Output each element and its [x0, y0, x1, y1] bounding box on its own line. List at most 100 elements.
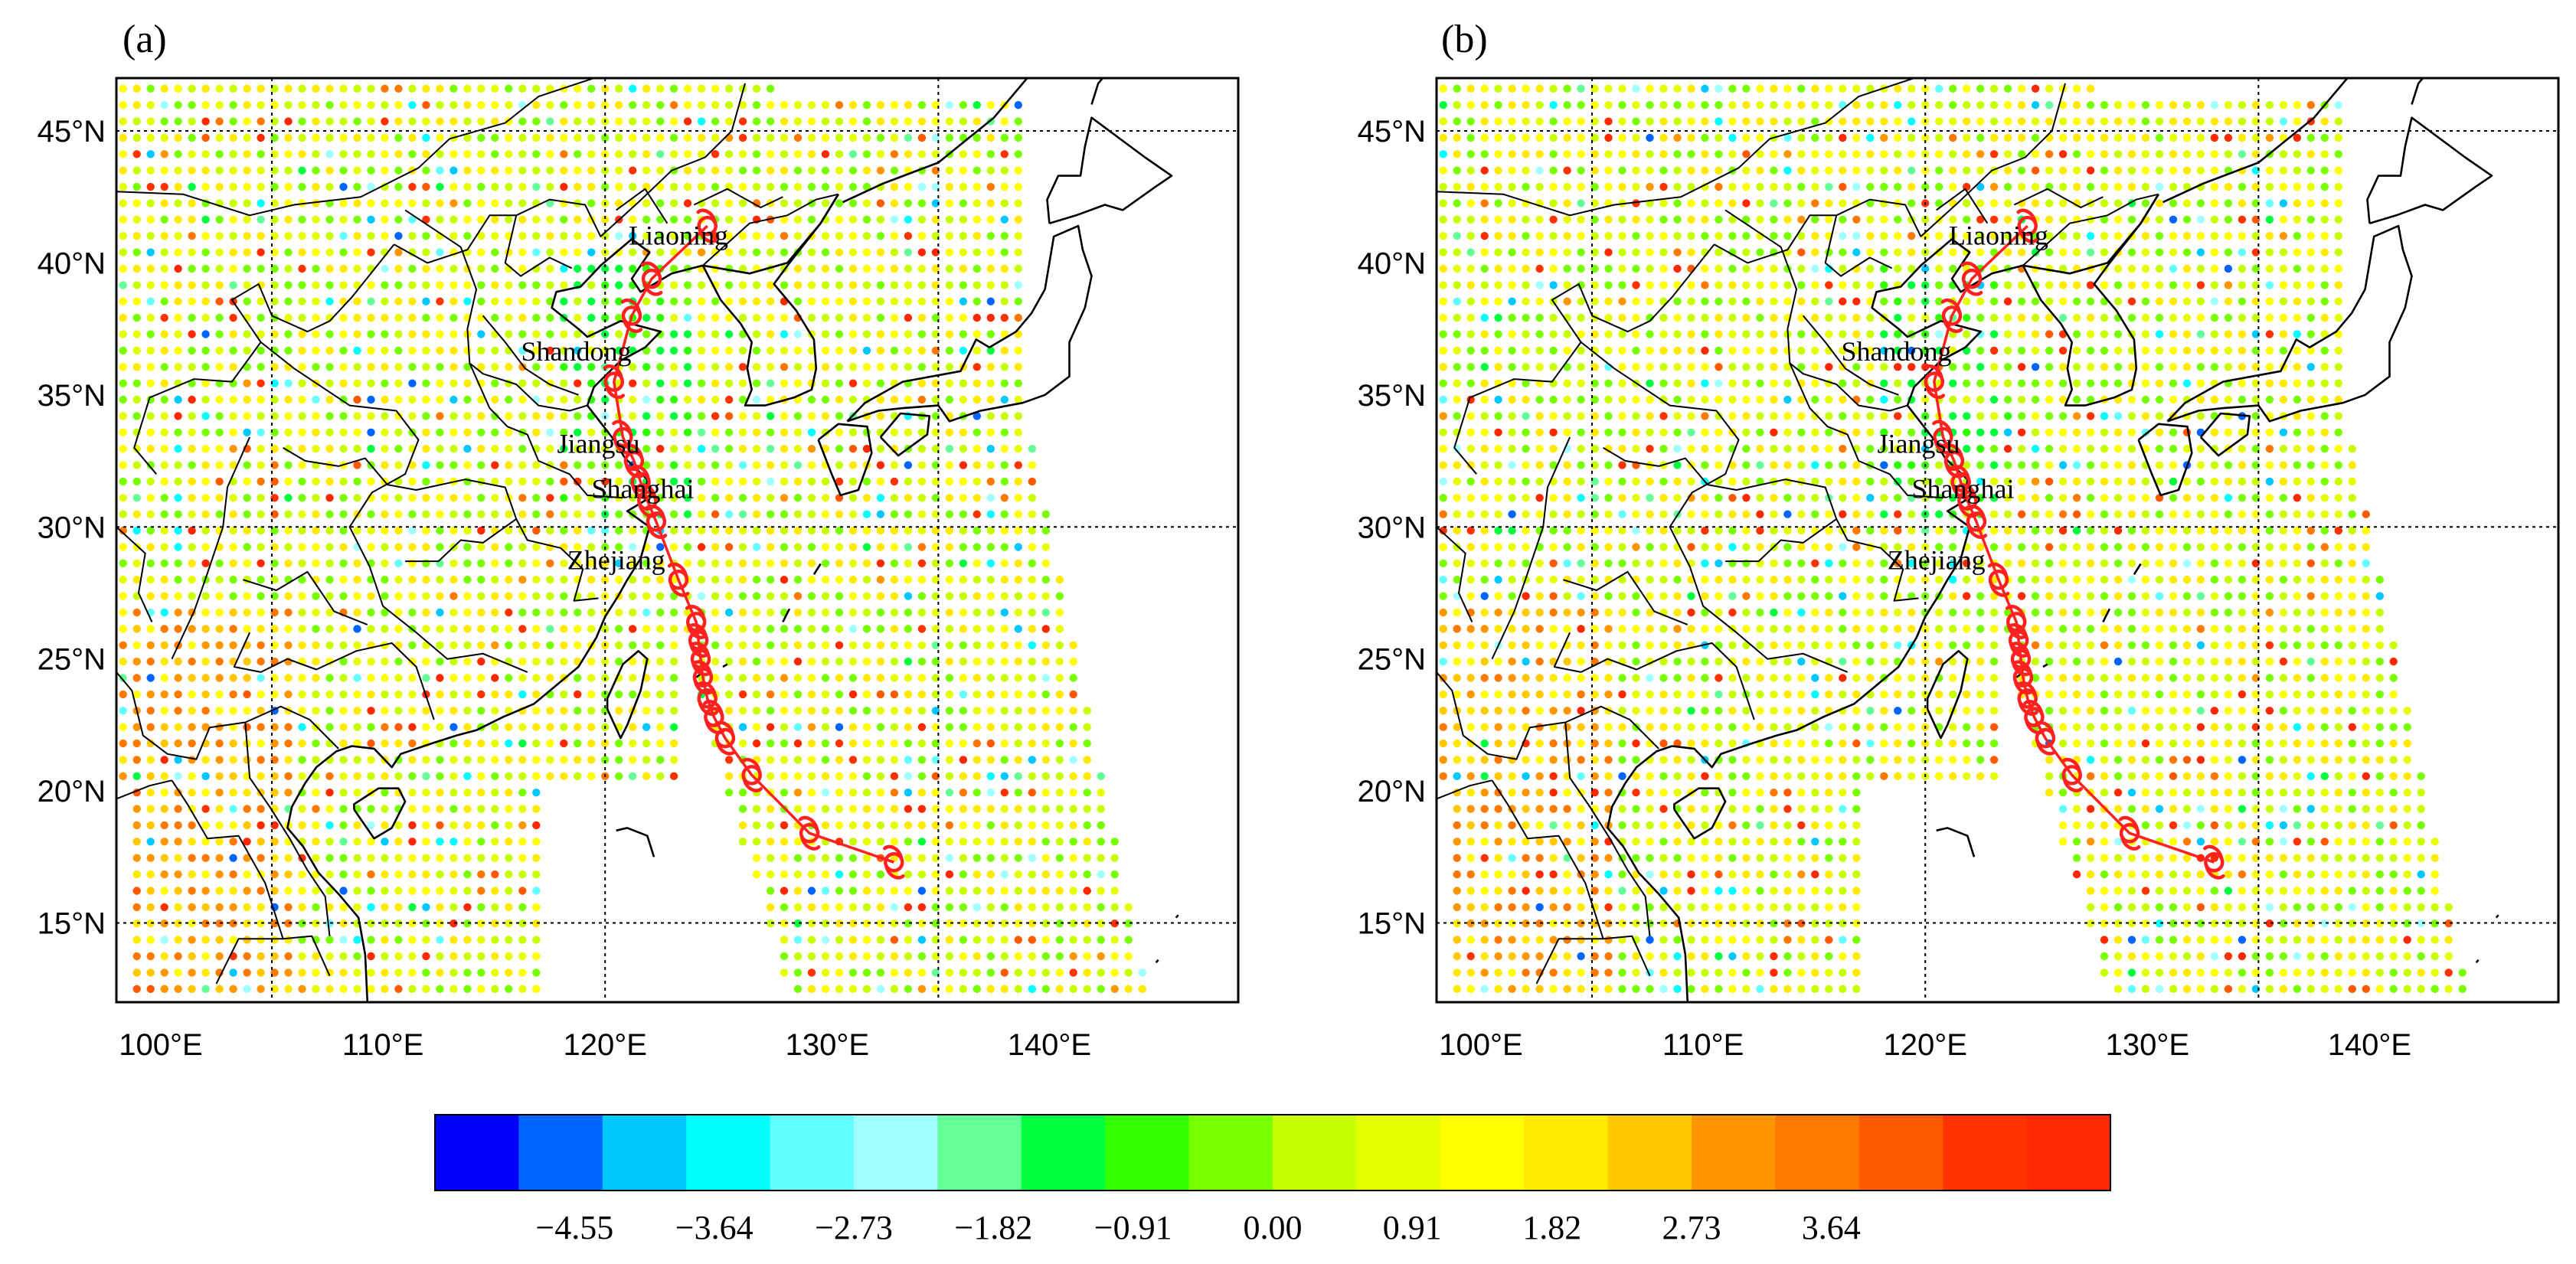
data-point: [1687, 232, 1695, 240]
data-point: [752, 445, 761, 453]
data-point: [408, 543, 417, 551]
data-point: [560, 150, 568, 158]
data-point: [587, 690, 596, 699]
data-point: [766, 576, 775, 584]
data-point: [1728, 232, 1737, 240]
data-point: [201, 952, 210, 961]
data-point: [422, 494, 430, 502]
data-point: [752, 412, 761, 420]
data-point: [1014, 821, 1023, 830]
data-point: [560, 477, 568, 486]
border-line: [244, 722, 331, 936]
data-point: [1963, 133, 1971, 142]
data-point: [876, 117, 885, 126]
data-point: [876, 215, 885, 224]
data-point: [1055, 936, 1064, 944]
data-point: [132, 494, 141, 502]
data-point: [629, 608, 637, 617]
data-point: [1480, 215, 1489, 224]
data-point: [587, 428, 596, 436]
data-point: [518, 232, 527, 240]
data-point: [381, 690, 389, 699]
data-point: [1014, 248, 1023, 256]
data-point: [2224, 182, 2233, 191]
data-point: [821, 772, 830, 780]
data-point: [2141, 117, 2150, 126]
data-point: [697, 477, 706, 486]
data-point: [1041, 756, 1051, 764]
data-point: [574, 379, 582, 387]
data-point: [862, 215, 871, 224]
data-point: [1466, 330, 1475, 338]
data-point: [560, 395, 568, 404]
data-point: [477, 543, 485, 551]
data-point: [890, 919, 899, 928]
data-point: [793, 952, 803, 961]
data-point: [518, 150, 527, 158]
data-point: [629, 674, 637, 682]
data-point: [780, 789, 789, 797]
data-point: [683, 363, 692, 371]
data-point: [353, 363, 361, 371]
data-point: [2238, 215, 2247, 224]
data-point: [2155, 264, 2164, 273]
data-point: [738, 461, 747, 469]
data-point: [766, 363, 775, 371]
data-point: [1563, 395, 1571, 404]
data-point: [312, 510, 320, 518]
data-point: [491, 101, 499, 109]
data-point: [752, 690, 761, 699]
data-point: [174, 789, 182, 797]
data-point: [959, 101, 968, 109]
data-point: [2293, 117, 2301, 126]
data-point: [1852, 215, 1861, 224]
data-point: [1014, 936, 1023, 944]
data-point: [353, 379, 361, 387]
data-point: [780, 739, 789, 748]
data-point: [656, 199, 665, 207]
data-point: [711, 395, 720, 404]
data-point: [1632, 395, 1640, 404]
data-point: [1618, 346, 1626, 355]
data-point: [876, 477, 885, 486]
data-point: [243, 199, 251, 207]
data-point: [518, 854, 527, 862]
data-point: [766, 346, 775, 355]
data-point: [1549, 182, 1558, 191]
data-point: [1014, 592, 1023, 600]
data-point: [532, 968, 541, 977]
data-point: [2072, 133, 2081, 142]
data-point: [766, 150, 775, 158]
data-point: [201, 526, 210, 535]
data-point: [174, 887, 182, 895]
data-point: [394, 363, 403, 371]
data-point: [449, 690, 458, 699]
data-point: [339, 870, 348, 879]
data-point: [1041, 657, 1051, 666]
data-point: [201, 133, 210, 142]
data-point: [738, 526, 747, 535]
data-point: [312, 854, 320, 862]
data-point: [766, 297, 775, 305]
data-point: [752, 199, 761, 207]
data-point: [724, 657, 734, 666]
data-point: [724, 707, 734, 715]
data-point: [793, 592, 803, 600]
data-point: [876, 297, 885, 305]
data-point: [1715, 133, 1723, 142]
data-point: [215, 576, 224, 584]
data-point: [449, 379, 458, 387]
data-point: [325, 363, 334, 371]
data-point: [381, 101, 389, 109]
data-point: [1756, 281, 1764, 289]
data-point: [821, 576, 830, 584]
data-point: [1000, 625, 1009, 633]
data-point: [1041, 707, 1051, 715]
data-point: [683, 477, 692, 486]
data-point: [876, 608, 885, 617]
data-point: [229, 641, 237, 649]
data-point: [807, 739, 816, 748]
data-point: [629, 690, 637, 699]
data-point: [436, 690, 444, 699]
data-point: [780, 101, 789, 109]
